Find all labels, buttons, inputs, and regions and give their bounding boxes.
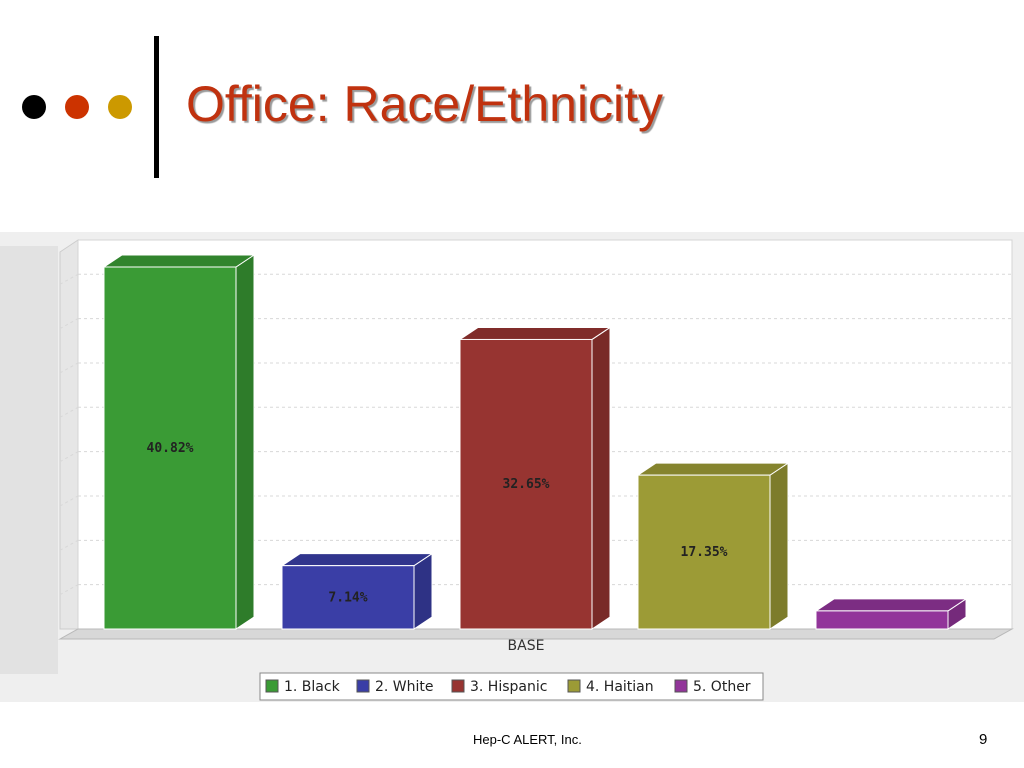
- chart-side-wall: [59, 239, 79, 630]
- bar-value-label: 32.65%: [503, 477, 550, 492]
- legend-label: 2. White: [375, 679, 434, 695]
- gold-dot-icon: [108, 95, 132, 119]
- chart-svg: 40.82% 7.14% 32.65% 17.35% BASE 1. Black 2. Wh…: [0, 232, 1024, 702]
- bar-front: [459, 338, 593, 630]
- bar-side: [413, 552, 433, 630]
- bar-top: [636, 462, 790, 476]
- legend-label: 1. Black: [284, 679, 341, 695]
- black-dot-icon: [22, 95, 46, 119]
- bar-side: [235, 254, 255, 630]
- x-axis-label: BASE: [508, 638, 545, 654]
- red-dot-icon: [65, 95, 89, 119]
- legend-swatch: [356, 679, 370, 693]
- bar-side: [591, 326, 611, 630]
- bar-side: [769, 462, 789, 630]
- bar-front: [637, 474, 771, 630]
- bar-value-label: 7.14%: [328, 590, 367, 605]
- slide-title: Office: Race/Ethnicity: [186, 76, 664, 132]
- legend-swatch: [674, 679, 688, 693]
- chart-floor: [58, 628, 1014, 640]
- bar-5: [814, 597, 968, 630]
- bar-4: 17.35%: [636, 462, 790, 630]
- bar-front: [815, 610, 949, 630]
- bar-top: [280, 553, 434, 567]
- footer-text: Hep-C ALERT, Inc.: [473, 732, 582, 747]
- bar-value-label: 40.82%: [147, 441, 194, 456]
- bar-2: 7.14%: [280, 552, 434, 630]
- chart-legend: 1. Black 2. White 3. Hispanic 4. Haitian 5. …: [259, 672, 764, 701]
- legend-label: 4. Haitian: [586, 679, 654, 695]
- legend-swatch: [265, 679, 279, 693]
- bar-value-label: 17.35%: [681, 545, 728, 560]
- chart-side-panel: [0, 246, 58, 674]
- title-divider: [154, 36, 159, 178]
- bar-top: [814, 598, 968, 612]
- bar-1: 40.82%: [102, 254, 256, 630]
- legend-label: 5. Other: [693, 679, 751, 695]
- bar-front: [103, 266, 237, 630]
- bar-3: 32.65%: [458, 326, 612, 630]
- legend-swatch: [451, 679, 465, 693]
- bar-front: [281, 565, 415, 630]
- bar-top: [102, 254, 256, 268]
- legend-label: 3. Hispanic: [470, 679, 547, 695]
- legend-swatch: [567, 679, 581, 693]
- bar-chart: 40.82% 7.14% 32.65% 17.35% BASE 1. Black 2. Wh…: [0, 232, 1024, 702]
- page-number: 9: [979, 731, 988, 748]
- bar-top: [458, 326, 612, 340]
